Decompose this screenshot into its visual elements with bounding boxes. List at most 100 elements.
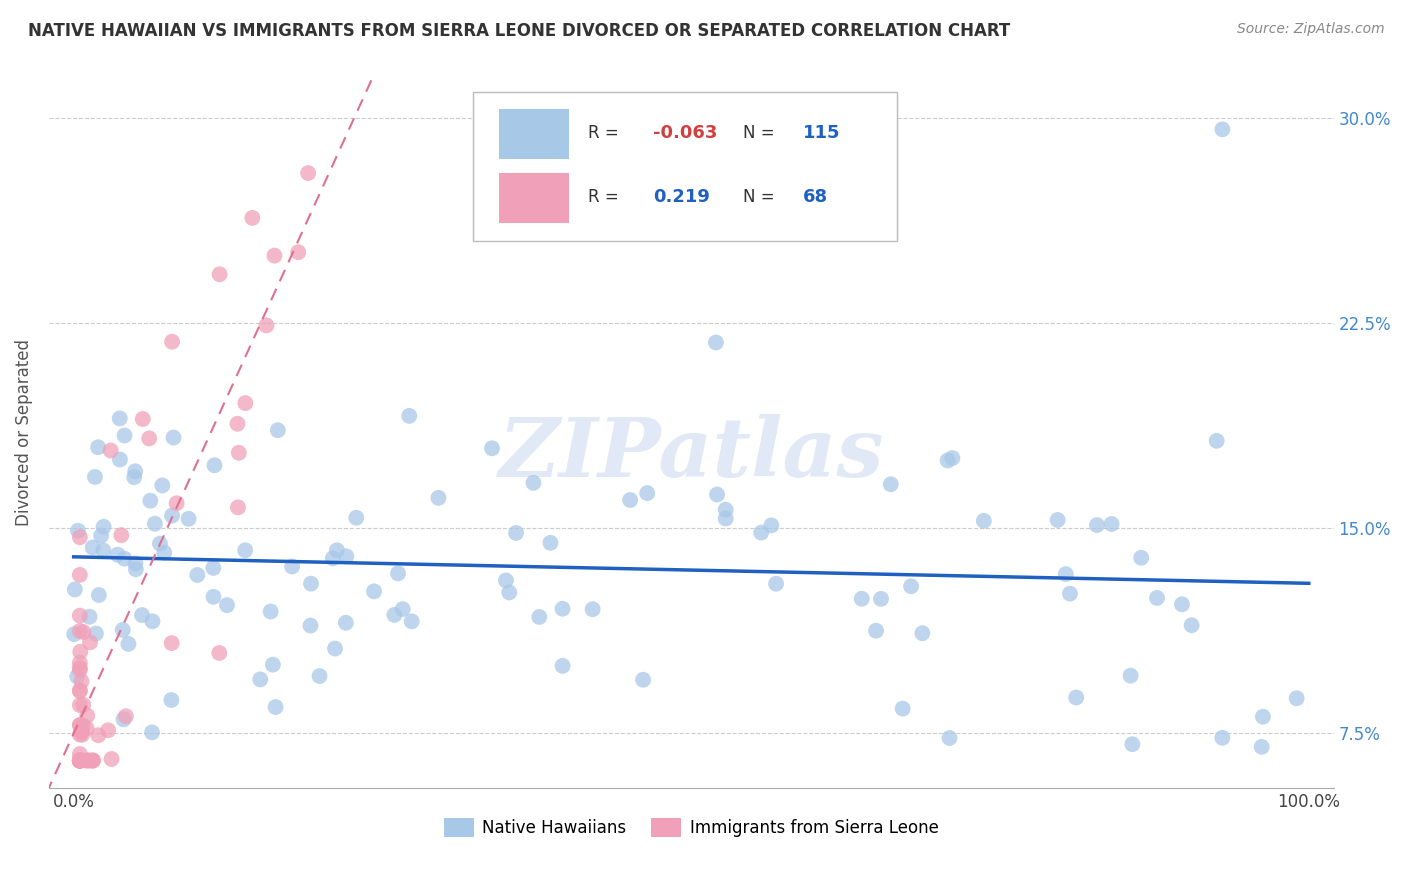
Point — [326, 543, 349, 558]
Point — [551, 602, 574, 616]
Point — [138, 432, 160, 446]
Point — [72, 728, 94, 742]
Point — [69, 754, 91, 768]
Point — [1146, 591, 1168, 605]
Point — [69, 718, 91, 732]
Point — [233, 543, 256, 558]
Point — [382, 607, 405, 622]
Point — [107, 548, 129, 562]
Point — [228, 446, 250, 460]
Point — [582, 602, 605, 616]
Point — [150, 478, 173, 492]
Point — [1251, 709, 1274, 723]
Point — [1250, 739, 1272, 754]
Point — [69, 568, 91, 582]
Point — [131, 608, 153, 623]
Point — [522, 475, 544, 490]
Point — [69, 754, 91, 768]
Point — [335, 615, 357, 630]
Point — [87, 588, 110, 602]
Point — [186, 568, 208, 582]
Point — [69, 684, 91, 698]
Point — [1119, 668, 1142, 682]
Point — [208, 646, 231, 660]
Point — [69, 754, 91, 768]
Point — [69, 754, 91, 768]
Point — [91, 543, 114, 558]
Point — [495, 574, 517, 588]
Point — [938, 731, 960, 745]
Point — [1211, 731, 1233, 745]
Point — [69, 754, 91, 768]
Point — [69, 683, 91, 698]
Point — [77, 754, 100, 768]
Point — [111, 623, 134, 637]
Point — [398, 409, 420, 423]
Point — [69, 608, 91, 623]
Point — [891, 701, 914, 715]
Point — [162, 431, 184, 445]
Point — [70, 724, 93, 739]
Point — [262, 657, 284, 672]
Point — [391, 602, 413, 616]
Text: R =: R = — [589, 124, 619, 142]
Point — [177, 512, 200, 526]
Point — [427, 491, 450, 505]
Point — [299, 576, 322, 591]
Point — [1130, 550, 1153, 565]
Point — [256, 318, 278, 333]
Point — [344, 510, 367, 524]
Text: N =: N = — [742, 188, 775, 206]
Point — [69, 624, 91, 638]
Point — [1054, 567, 1077, 582]
Point — [335, 549, 357, 564]
Point — [112, 712, 135, 726]
Text: -0.063: -0.063 — [652, 124, 717, 142]
Point — [505, 525, 527, 540]
Point — [166, 496, 188, 510]
Point — [1101, 516, 1123, 531]
Text: ZIPatlas: ZIPatlas — [499, 414, 884, 494]
Point — [911, 626, 934, 640]
Point — [69, 754, 91, 768]
Point — [495, 199, 517, 213]
Point — [69, 530, 91, 544]
Point — [84, 470, 107, 484]
Y-axis label: Divorced or Separated: Divorced or Separated — [15, 339, 32, 526]
Point — [69, 718, 91, 732]
Point — [77, 754, 100, 768]
Text: NATIVE HAWAIIAN VS IMMIGRANTS FROM SIERRA LEONE DIVORCED OR SEPARATED CORRELATIO: NATIVE HAWAIIAN VS IMMIGRANTS FROM SIERR… — [28, 22, 1011, 40]
Point — [765, 576, 787, 591]
Point — [308, 669, 330, 683]
Point — [1059, 587, 1081, 601]
Point — [141, 615, 163, 629]
Point — [973, 514, 995, 528]
Point — [551, 658, 574, 673]
Point — [69, 754, 91, 768]
Point — [714, 502, 737, 516]
Point — [1085, 518, 1108, 533]
Point — [226, 417, 249, 431]
Point — [70, 674, 93, 689]
Point — [97, 723, 120, 738]
Point — [259, 605, 281, 619]
Point — [631, 673, 654, 687]
Point — [1181, 618, 1204, 632]
Point — [1046, 513, 1069, 527]
Point — [322, 551, 344, 566]
Point — [76, 722, 98, 736]
Point — [69, 645, 91, 659]
Point — [100, 752, 122, 766]
FancyBboxPatch shape — [499, 173, 569, 223]
Point — [706, 487, 728, 501]
Point — [69, 754, 91, 768]
Point — [79, 635, 101, 649]
Point — [110, 528, 132, 542]
Point — [69, 754, 91, 768]
Point — [69, 754, 91, 768]
Point — [72, 698, 94, 712]
Point — [1171, 597, 1194, 611]
Point — [87, 728, 110, 742]
Point — [69, 754, 91, 768]
Point — [204, 458, 226, 473]
